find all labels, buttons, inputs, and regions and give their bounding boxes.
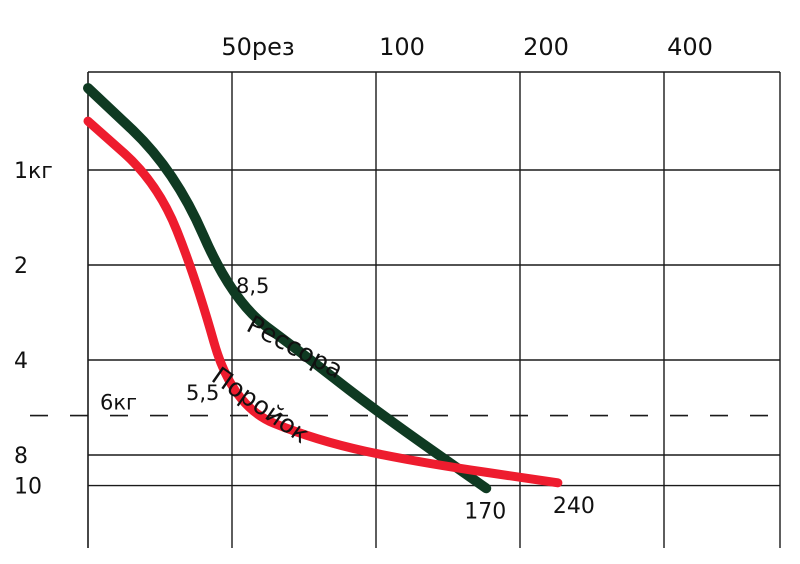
x-tick-label: 100 bbox=[379, 33, 425, 61]
x-tick-label: 200 bbox=[523, 33, 569, 61]
series-line-2 bbox=[83, 116, 563, 488]
grid bbox=[87, 71, 781, 548]
y-tick-label: 2 bbox=[14, 254, 28, 279]
y-tick-label: 4 bbox=[14, 349, 28, 374]
point-label-1: 8,5 bbox=[236, 274, 269, 298]
series-name-1: Рессора bbox=[242, 310, 348, 385]
series-name-2: Поройок bbox=[207, 361, 315, 449]
y-tick-label: 1кг bbox=[14, 159, 53, 184]
x-tick-label: 400 bbox=[667, 33, 713, 61]
series-layer bbox=[83, 83, 563, 494]
threshold-label: 6кг bbox=[100, 391, 137, 415]
y-tick-label: 10 bbox=[14, 475, 42, 500]
end-label-2: 240 bbox=[553, 494, 595, 519]
point-label-2: 5,5 bbox=[186, 381, 219, 405]
end-label-1: 170 bbox=[464, 499, 506, 524]
y-tick-label: 8 bbox=[14, 444, 28, 469]
x-tick-label: 50рез bbox=[221, 33, 294, 61]
series-line-1 bbox=[83, 83, 492, 494]
